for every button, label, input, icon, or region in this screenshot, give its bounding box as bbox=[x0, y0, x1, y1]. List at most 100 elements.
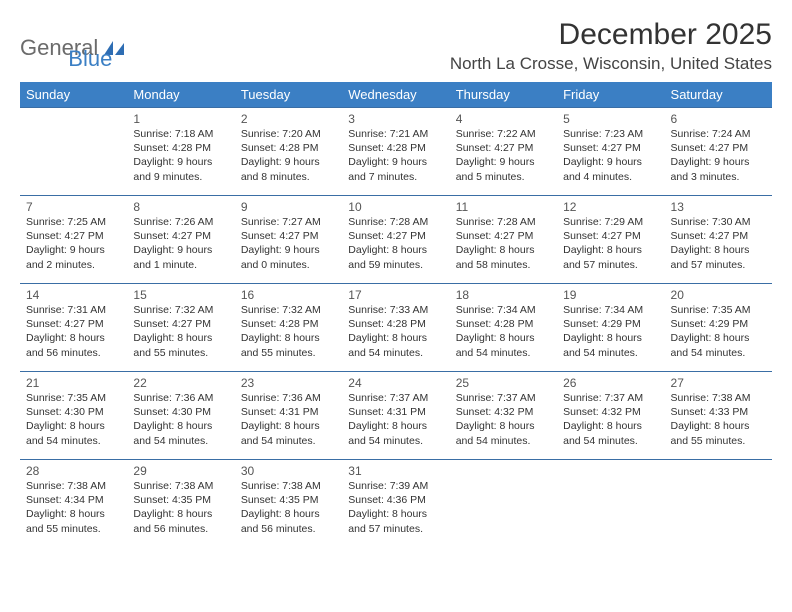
day-number: 16 bbox=[241, 288, 336, 302]
day-info: Sunrise: 7:25 AMSunset: 4:27 PMDaylight:… bbox=[26, 215, 121, 272]
calendar-cell bbox=[665, 460, 772, 548]
daylight-text: Daylight: 9 hours and 9 minutes. bbox=[133, 155, 228, 183]
calendar-cell: 23Sunrise: 7:36 AMSunset: 4:31 PMDayligh… bbox=[235, 372, 342, 460]
calendar-cell: 1Sunrise: 7:18 AMSunset: 4:28 PMDaylight… bbox=[127, 108, 234, 196]
calendar-cell bbox=[450, 460, 557, 548]
sunset-text: Sunset: 4:28 PM bbox=[241, 317, 336, 331]
sunset-text: Sunset: 4:28 PM bbox=[348, 317, 443, 331]
day-number: 4 bbox=[456, 112, 551, 126]
day-number: 25 bbox=[456, 376, 551, 390]
day-info: Sunrise: 7:24 AMSunset: 4:27 PMDaylight:… bbox=[671, 127, 766, 184]
daylight-text: Daylight: 8 hours and 54 minutes. bbox=[671, 331, 766, 359]
day-number: 23 bbox=[241, 376, 336, 390]
dayhead-sat: Saturday bbox=[665, 82, 772, 108]
sunrise-text: Sunrise: 7:34 AM bbox=[563, 303, 658, 317]
day-info: Sunrise: 7:29 AMSunset: 4:27 PMDaylight:… bbox=[563, 215, 658, 272]
daylight-text: Daylight: 8 hours and 54 minutes. bbox=[456, 419, 551, 447]
sunset-text: Sunset: 4:31 PM bbox=[241, 405, 336, 419]
daylight-text: Daylight: 8 hours and 57 minutes. bbox=[348, 507, 443, 535]
sunset-text: Sunset: 4:27 PM bbox=[348, 229, 443, 243]
calendar-cell: 9Sunrise: 7:27 AMSunset: 4:27 PMDaylight… bbox=[235, 196, 342, 284]
day-info: Sunrise: 7:35 AMSunset: 4:29 PMDaylight:… bbox=[671, 303, 766, 360]
sunrise-text: Sunrise: 7:33 AM bbox=[348, 303, 443, 317]
sunrise-text: Sunrise: 7:25 AM bbox=[26, 215, 121, 229]
sunset-text: Sunset: 4:28 PM bbox=[133, 141, 228, 155]
calendar-cell: 27Sunrise: 7:38 AMSunset: 4:33 PMDayligh… bbox=[665, 372, 772, 460]
day-number: 30 bbox=[241, 464, 336, 478]
sunrise-text: Sunrise: 7:18 AM bbox=[133, 127, 228, 141]
calendar-cell: 10Sunrise: 7:28 AMSunset: 4:27 PMDayligh… bbox=[342, 196, 449, 284]
day-number: 6 bbox=[671, 112, 766, 126]
daylight-text: Daylight: 9 hours and 8 minutes. bbox=[241, 155, 336, 183]
day-number: 19 bbox=[563, 288, 658, 302]
daylight-text: Daylight: 8 hours and 59 minutes. bbox=[348, 243, 443, 271]
sunrise-text: Sunrise: 7:35 AM bbox=[26, 391, 121, 405]
day-info: Sunrise: 7:28 AMSunset: 4:27 PMDaylight:… bbox=[348, 215, 443, 272]
day-info: Sunrise: 7:33 AMSunset: 4:28 PMDaylight:… bbox=[348, 303, 443, 360]
daylight-text: Daylight: 8 hours and 55 minutes. bbox=[133, 331, 228, 359]
daylight-text: Daylight: 8 hours and 55 minutes. bbox=[671, 419, 766, 447]
day-info: Sunrise: 7:36 AMSunset: 4:31 PMDaylight:… bbox=[241, 391, 336, 448]
sunset-text: Sunset: 4:33 PM bbox=[671, 405, 766, 419]
daylight-text: Daylight: 8 hours and 58 minutes. bbox=[456, 243, 551, 271]
daylight-text: Daylight: 8 hours and 57 minutes. bbox=[671, 243, 766, 271]
calendar-cell: 13Sunrise: 7:30 AMSunset: 4:27 PMDayligh… bbox=[665, 196, 772, 284]
sunset-text: Sunset: 4:32 PM bbox=[456, 405, 551, 419]
title-block: December 2025 North La Crosse, Wisconsin… bbox=[450, 18, 772, 74]
daylight-text: Daylight: 8 hours and 54 minutes. bbox=[456, 331, 551, 359]
dayhead-sun: Sunday bbox=[20, 82, 127, 108]
day-number: 2 bbox=[241, 112, 336, 126]
sunset-text: Sunset: 4:27 PM bbox=[26, 317, 121, 331]
calendar-cell: 25Sunrise: 7:37 AMSunset: 4:32 PMDayligh… bbox=[450, 372, 557, 460]
calendar-cell: 17Sunrise: 7:33 AMSunset: 4:28 PMDayligh… bbox=[342, 284, 449, 372]
calendar-cell: 18Sunrise: 7:34 AMSunset: 4:28 PMDayligh… bbox=[450, 284, 557, 372]
sunrise-text: Sunrise: 7:29 AM bbox=[563, 215, 658, 229]
calendar-cell: 5Sunrise: 7:23 AMSunset: 4:27 PMDaylight… bbox=[557, 108, 664, 196]
day-number: 27 bbox=[671, 376, 766, 390]
sunset-text: Sunset: 4:29 PM bbox=[563, 317, 658, 331]
calendar-cell: 12Sunrise: 7:29 AMSunset: 4:27 PMDayligh… bbox=[557, 196, 664, 284]
day-number: 7 bbox=[26, 200, 121, 214]
day-info: Sunrise: 7:37 AMSunset: 4:32 PMDaylight:… bbox=[456, 391, 551, 448]
calendar-row: 28Sunrise: 7:38 AMSunset: 4:34 PMDayligh… bbox=[20, 460, 772, 548]
sunset-text: Sunset: 4:34 PM bbox=[26, 493, 121, 507]
sunrise-text: Sunrise: 7:37 AM bbox=[456, 391, 551, 405]
sunrise-text: Sunrise: 7:28 AM bbox=[348, 215, 443, 229]
day-number: 1 bbox=[133, 112, 228, 126]
sunset-text: Sunset: 4:27 PM bbox=[26, 229, 121, 243]
sunset-text: Sunset: 4:27 PM bbox=[133, 317, 228, 331]
day-number: 8 bbox=[133, 200, 228, 214]
sunrise-text: Sunrise: 7:31 AM bbox=[26, 303, 121, 317]
day-info: Sunrise: 7:21 AMSunset: 4:28 PMDaylight:… bbox=[348, 127, 443, 184]
day-info: Sunrise: 7:30 AMSunset: 4:27 PMDaylight:… bbox=[671, 215, 766, 272]
sunrise-text: Sunrise: 7:35 AM bbox=[671, 303, 766, 317]
calendar-row: 14Sunrise: 7:31 AMSunset: 4:27 PMDayligh… bbox=[20, 284, 772, 372]
sunrise-text: Sunrise: 7:37 AM bbox=[348, 391, 443, 405]
calendar-cell: 26Sunrise: 7:37 AMSunset: 4:32 PMDayligh… bbox=[557, 372, 664, 460]
day-info: Sunrise: 7:32 AMSunset: 4:28 PMDaylight:… bbox=[241, 303, 336, 360]
sunrise-text: Sunrise: 7:32 AM bbox=[133, 303, 228, 317]
sunrise-text: Sunrise: 7:30 AM bbox=[671, 215, 766, 229]
sunset-text: Sunset: 4:27 PM bbox=[563, 229, 658, 243]
daylight-text: Daylight: 9 hours and 3 minutes. bbox=[671, 155, 766, 183]
sunset-text: Sunset: 4:35 PM bbox=[241, 493, 336, 507]
sunset-text: Sunset: 4:28 PM bbox=[348, 141, 443, 155]
day-info: Sunrise: 7:37 AMSunset: 4:31 PMDaylight:… bbox=[348, 391, 443, 448]
daylight-text: Daylight: 9 hours and 5 minutes. bbox=[456, 155, 551, 183]
day-info: Sunrise: 7:23 AMSunset: 4:27 PMDaylight:… bbox=[563, 127, 658, 184]
calendar-cell: 11Sunrise: 7:28 AMSunset: 4:27 PMDayligh… bbox=[450, 196, 557, 284]
day-info: Sunrise: 7:34 AMSunset: 4:28 PMDaylight:… bbox=[456, 303, 551, 360]
sunrise-text: Sunrise: 7:36 AM bbox=[133, 391, 228, 405]
logo-text-blue: Blue bbox=[68, 46, 112, 72]
day-number: 12 bbox=[563, 200, 658, 214]
calendar-cell: 28Sunrise: 7:38 AMSunset: 4:34 PMDayligh… bbox=[20, 460, 127, 548]
sunrise-text: Sunrise: 7:23 AM bbox=[563, 127, 658, 141]
sunrise-text: Sunrise: 7:22 AM bbox=[456, 127, 551, 141]
calendar-body: 1Sunrise: 7:18 AMSunset: 4:28 PMDaylight… bbox=[20, 108, 772, 548]
daylight-text: Daylight: 8 hours and 54 minutes. bbox=[563, 419, 658, 447]
calendar-head: Sunday Monday Tuesday Wednesday Thursday… bbox=[20, 82, 772, 108]
day-info: Sunrise: 7:28 AMSunset: 4:27 PMDaylight:… bbox=[456, 215, 551, 272]
day-info: Sunrise: 7:31 AMSunset: 4:27 PMDaylight:… bbox=[26, 303, 121, 360]
calendar-cell: 15Sunrise: 7:32 AMSunset: 4:27 PMDayligh… bbox=[127, 284, 234, 372]
sunset-text: Sunset: 4:35 PM bbox=[133, 493, 228, 507]
